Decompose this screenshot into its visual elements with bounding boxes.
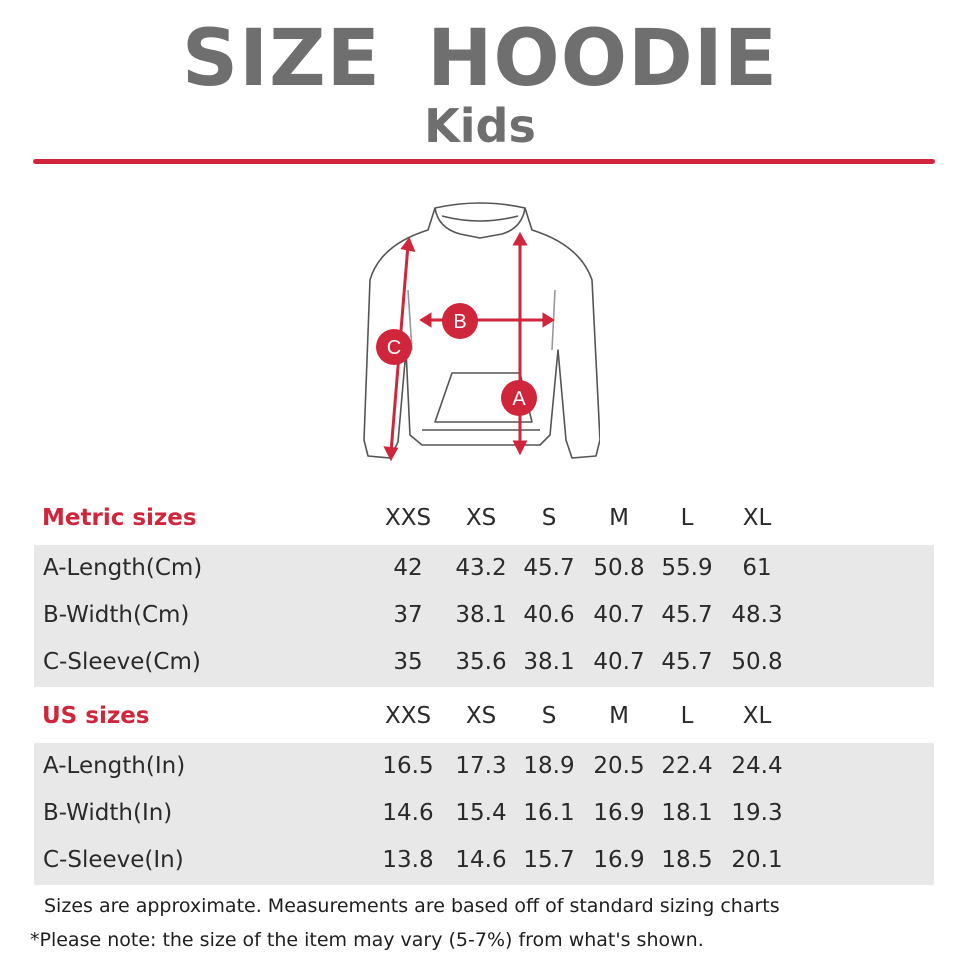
us-table-band bbox=[34, 743, 934, 885]
table-cell: 61 bbox=[742, 555, 772, 581]
size-header-xs: XS bbox=[465, 505, 497, 531]
table-cell: 45.7 bbox=[661, 602, 713, 628]
table-cell: 13.8 bbox=[382, 847, 434, 873]
table-cell: 14.6 bbox=[382, 800, 434, 826]
table-cell: 16.9 bbox=[593, 800, 645, 826]
size-header-s: S bbox=[541, 505, 557, 531]
table-cell: 22.4 bbox=[661, 753, 713, 779]
table-row: A-Length(Cm) 42 43.2 45.7 50.8 55.9 61 bbox=[34, 545, 934, 592]
table-cell: 45.7 bbox=[661, 649, 713, 675]
table-cell: 15.7 bbox=[523, 847, 575, 873]
table-cell: 35.6 bbox=[455, 649, 507, 675]
table-cell: 48.3 bbox=[731, 602, 783, 628]
table-cell: 18.9 bbox=[523, 753, 575, 779]
us-heading: US sizes bbox=[42, 703, 150, 729]
row-label: C-Sleeve(In) bbox=[43, 847, 184, 873]
metric-heading: Metric sizes bbox=[42, 505, 197, 531]
label-b: B bbox=[453, 311, 466, 333]
metric-header-row: Metric sizes XXS XS S M L XL bbox=[34, 495, 934, 542]
table-cell: 45.7 bbox=[523, 555, 575, 581]
measure-lines bbox=[376, 231, 555, 462]
size-header-xs: XS bbox=[465, 703, 497, 729]
us-header-row: US sizes XXS XS S M L XL bbox=[34, 693, 934, 740]
page-subtitle: Kids bbox=[424, 99, 536, 153]
table-cell: 38.1 bbox=[523, 649, 575, 675]
table-cell: 18.1 bbox=[661, 800, 713, 826]
table-cell: 20.1 bbox=[731, 847, 783, 873]
row-label: C-Sleeve(Cm) bbox=[43, 649, 201, 675]
label-c: C bbox=[387, 337, 401, 359]
table-cell: 17.3 bbox=[455, 753, 507, 779]
table-cell: 43.2 bbox=[455, 555, 507, 581]
table-cell: 15.4 bbox=[455, 800, 507, 826]
size-header-l: L bbox=[680, 703, 694, 729]
hoodie-measurement-diagram: B C A bbox=[363, 202, 600, 462]
table-cell: 50.8 bbox=[593, 555, 645, 581]
row-label: A-Length(Cm) bbox=[43, 555, 203, 581]
row-label: B-Width(In) bbox=[43, 800, 173, 826]
size-header-l: L bbox=[680, 505, 694, 531]
table-cell: 19.3 bbox=[731, 800, 783, 826]
table-row: A-Length(In) 16.5 17.3 18.9 20.5 22.4 24.4 bbox=[34, 743, 934, 790]
label-a: A bbox=[512, 388, 526, 410]
approximate-note: Sizes are approximate. Measurements are … bbox=[44, 895, 780, 917]
size-header-xl: XL bbox=[742, 703, 772, 729]
hoodie-body bbox=[363, 202, 600, 459]
table-cell: 40.7 bbox=[593, 602, 645, 628]
row-label: A-Length(In) bbox=[43, 753, 186, 779]
table-row: B-Width(In) 14.6 15.4 16.1 16.9 18.1 19.3 bbox=[34, 790, 934, 837]
size-header-s: S bbox=[541, 703, 557, 729]
table-cell: 35 bbox=[393, 649, 423, 675]
table-cell: 40.7 bbox=[593, 649, 645, 675]
metric-table-band bbox=[34, 545, 934, 687]
table-cell: 37 bbox=[393, 602, 423, 628]
table-cell: 16.9 bbox=[593, 847, 645, 873]
size-header-xxs: XXS bbox=[384, 505, 432, 531]
table-cell: 16.1 bbox=[523, 800, 575, 826]
table-cell: 24.4 bbox=[731, 753, 783, 779]
table-cell: 16.5 bbox=[382, 753, 434, 779]
size-header-m: M bbox=[609, 703, 629, 729]
size-header-xxs: XXS bbox=[384, 703, 432, 729]
size-header-xl: XL bbox=[742, 505, 772, 531]
table-cell: 38.1 bbox=[455, 602, 507, 628]
table-cell: 40.6 bbox=[523, 602, 575, 628]
divider bbox=[33, 159, 935, 164]
table-cell: 18.5 bbox=[661, 847, 713, 873]
table-cell: 55.9 bbox=[661, 555, 713, 581]
table-row: C-Sleeve(In) 13.8 14.6 15.7 16.9 18.5 20.1 bbox=[34, 837, 934, 884]
table-cell: 20.5 bbox=[593, 753, 645, 779]
table-cell: 42 bbox=[393, 555, 423, 581]
page-title: SIZE HOODIE bbox=[181, 14, 779, 104]
row-label: B-Width(Cm) bbox=[43, 602, 190, 628]
table-cell: 50.8 bbox=[731, 649, 783, 675]
table-row: B-Width(Cm) 37 38.1 40.6 40.7 45.7 48.3 bbox=[34, 592, 934, 639]
size-header-m: M bbox=[609, 505, 629, 531]
table-row: C-Sleeve(Cm) 35 35.6 38.1 40.7 45.7 50.8 bbox=[34, 639, 934, 686]
table-cell: 14.6 bbox=[455, 847, 507, 873]
variance-note: *Please note: the size of the item may v… bbox=[30, 929, 704, 951]
